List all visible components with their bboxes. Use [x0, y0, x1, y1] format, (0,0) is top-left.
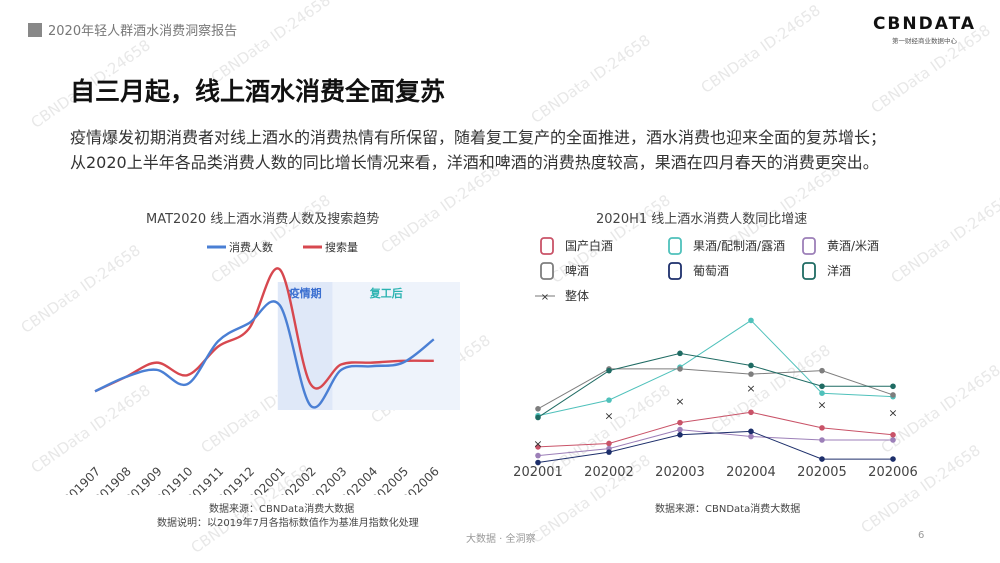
series-point [819, 456, 825, 462]
dash-cross-icon: × [535, 292, 555, 303]
legend-cross: × [541, 292, 549, 303]
series-point [677, 350, 683, 357]
left-chart-title: MAT2020 线上酒水消费人数及搜索趋势 [146, 212, 380, 227]
slide-description: 疫情爆发初期消费者对线上酒水的消费热情有所保留，随着复工复产的全面推进，酒水消费… [70, 125, 950, 175]
series-line-searches [94, 267, 434, 393]
series-point [890, 456, 896, 462]
page-number: 6 [918, 530, 925, 541]
series-point [535, 459, 541, 466]
beer-mug-icon [540, 262, 554, 280]
series-point [890, 383, 896, 390]
rice-wine-bowl-icon [802, 237, 816, 255]
legend-label: 整体 [565, 288, 589, 303]
legend-label: 搜索量 [325, 240, 358, 254]
report-title: 2020年轻人群酒水消费洞察报告 [48, 24, 238, 39]
x-tick-label: 202006 [868, 465, 918, 480]
series-point [819, 390, 825, 397]
series-point [890, 432, 896, 438]
report-header: 2020年轻人群酒水消费洞察报告 [28, 20, 237, 39]
series-point [890, 437, 896, 443]
series-point [819, 367, 825, 374]
series-point [606, 440, 612, 447]
description-line-2: 从2020上半年各品类消费人数的同比增长情况来看，洋酒和啤酒的消费热度较高，果酒… [70, 153, 879, 172]
baijiu-bottle-icon [540, 237, 554, 255]
x-tick-label: 202001 [513, 465, 563, 480]
series-point [748, 317, 754, 324]
wine-glass-icon [668, 262, 682, 280]
series-point [606, 367, 612, 374]
overall-point: × [675, 395, 684, 408]
series-point [890, 392, 896, 398]
series-line [537, 352, 893, 418]
legend-label: 国产白酒 [565, 238, 613, 253]
series-point [535, 414, 541, 421]
series-point [819, 437, 825, 443]
series-line [537, 319, 894, 417]
slide-title: 自三月起，线上酒水消费全面复苏 [70, 77, 446, 106]
series-point [535, 444, 541, 450]
overall-point: × [533, 437, 542, 450]
series-point [606, 449, 612, 455]
left-chart-source: 数据来源：CBNData消费大数据 [209, 504, 355, 515]
series-line-consumers [94, 300, 435, 409]
series-line [537, 430, 893, 464]
legend-icon-shape [802, 237, 816, 255]
series-point [535, 452, 541, 459]
brand-logo: CBNDATA 第一财经商业数据中心 [873, 14, 976, 45]
x-tick-label: 202003 [655, 465, 705, 480]
overall-point: × [746, 382, 755, 395]
overall-point: × [817, 398, 826, 411]
description-line-1: 疫情爆发初期消费者对线上酒水的消费热情有所保留，随着复工复产的全面推进，酒水消费… [70, 128, 887, 147]
series-point [535, 406, 541, 412]
whisky-bottle-icon [802, 262, 816, 280]
legend-label: 果酒/配制酒/露酒 [693, 239, 785, 253]
x-tick-label: 202002 [584, 465, 634, 480]
x-tick-label: 202004 [726, 465, 776, 480]
logo-name: CBNDATA [872, 14, 976, 34]
series-line [537, 368, 894, 410]
annotation-pandemic: 疫情期 [289, 286, 322, 300]
overall-point: × [888, 406, 897, 419]
series-point [819, 425, 825, 431]
legend-icon-shape [540, 237, 554, 255]
x-tick-label: 202005 [797, 465, 847, 480]
footer-slogan: 大数据 · 全洞察 [466, 534, 536, 545]
series-point [748, 409, 754, 416]
right-chart-title: 2020H1 线上酒水消费人数同比增速 [596, 212, 808, 227]
series-point [677, 366, 683, 372]
shade-recovery [332, 282, 460, 410]
series-point [748, 428, 754, 435]
series-point [748, 362, 754, 369]
series-point [677, 419, 683, 426]
series-point [606, 397, 612, 403]
annotation-recovery: 复工后 [369, 286, 403, 300]
shade-pandemic [277, 282, 333, 410]
legend-label: 葡萄酒 [693, 264, 729, 278]
series-point [819, 383, 825, 390]
left-chart-note: 数据说明：以2019年7月各指标数值作为基准月指数化处理 [157, 518, 419, 529]
series-point [748, 433, 754, 440]
legend-icon-shape [802, 262, 816, 280]
header-square-icon [28, 22, 42, 37]
logo-tagline: 第一财经商业数据中心 [891, 37, 957, 45]
legend-icon-shape [668, 262, 682, 280]
legend-label: 啤酒 [565, 263, 589, 278]
legend-icon-shape [540, 262, 554, 280]
series-line [537, 411, 894, 448]
series-point [677, 426, 683, 433]
fruit-wine-icon [668, 237, 682, 255]
overall-point: × [604, 410, 613, 423]
legend-label: 洋酒 [827, 263, 851, 278]
legend-label: 消费人数 [229, 240, 273, 254]
series-point [677, 432, 683, 438]
right-chart-source: 数据来源：CBNData消费大数据 [655, 504, 801, 515]
legend-icon-shape [668, 237, 682, 255]
legend-label: 黄酒/米酒 [827, 239, 879, 253]
series-point [748, 371, 754, 377]
